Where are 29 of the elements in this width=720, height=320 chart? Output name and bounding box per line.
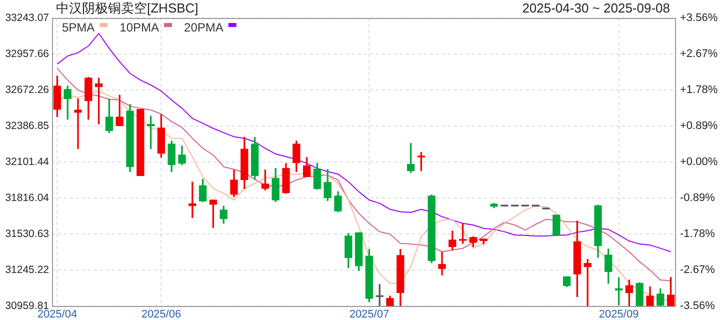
- legend-label: 5PMA: [62, 20, 95, 34]
- y2-tick-label: +3.56%: [680, 12, 718, 24]
- y2-tick-label: +2.67%: [680, 48, 718, 60]
- y2-tick-label: +0.89%: [680, 120, 718, 132]
- candlestick: [417, 152, 426, 172]
- candlestick: [552, 214, 560, 236]
- y-tick-label: 32386.85: [5, 120, 50, 132]
- y-tick-label: 32101.44: [5, 156, 50, 168]
- y2-tick-label: -2.67%: [680, 264, 716, 276]
- chart-title: 中汉阴极铜卖空[ZHSBC]: [56, 0, 198, 16]
- x-tick-label: 2025/09: [598, 308, 639, 320]
- y2-tick-label: -3.56%: [680, 300, 716, 312]
- y2-tick-label: +0.00%: [680, 156, 718, 168]
- chart-subtitle: 2025-04-30 ~ 2025-09-08: [522, 0, 670, 16]
- y2-tick-label: -0.89%: [680, 192, 716, 204]
- y-tick-label: 32672.26: [5, 84, 50, 96]
- x-tick-label: 2025/06: [141, 308, 182, 320]
- candlestick: [136, 109, 144, 176]
- legend-label: 10PMA: [120, 20, 160, 34]
- y-tick-label: 32957.66: [5, 48, 50, 60]
- y2-tick-label: -1.78%: [680, 228, 716, 240]
- y-tick-label: 31530.63: [5, 228, 50, 240]
- x-tick-label: 2025/07: [349, 308, 390, 320]
- y-tick-label: 33243.07: [5, 12, 50, 24]
- y-tick-label: 31816.04: [5, 192, 50, 204]
- y-tick-label: 31245.22: [5, 264, 50, 276]
- legend-label: 20PMA: [184, 20, 224, 34]
- y2-tick-label: +1.78%: [680, 84, 718, 96]
- x-tick-label: 2025/04: [37, 308, 78, 320]
